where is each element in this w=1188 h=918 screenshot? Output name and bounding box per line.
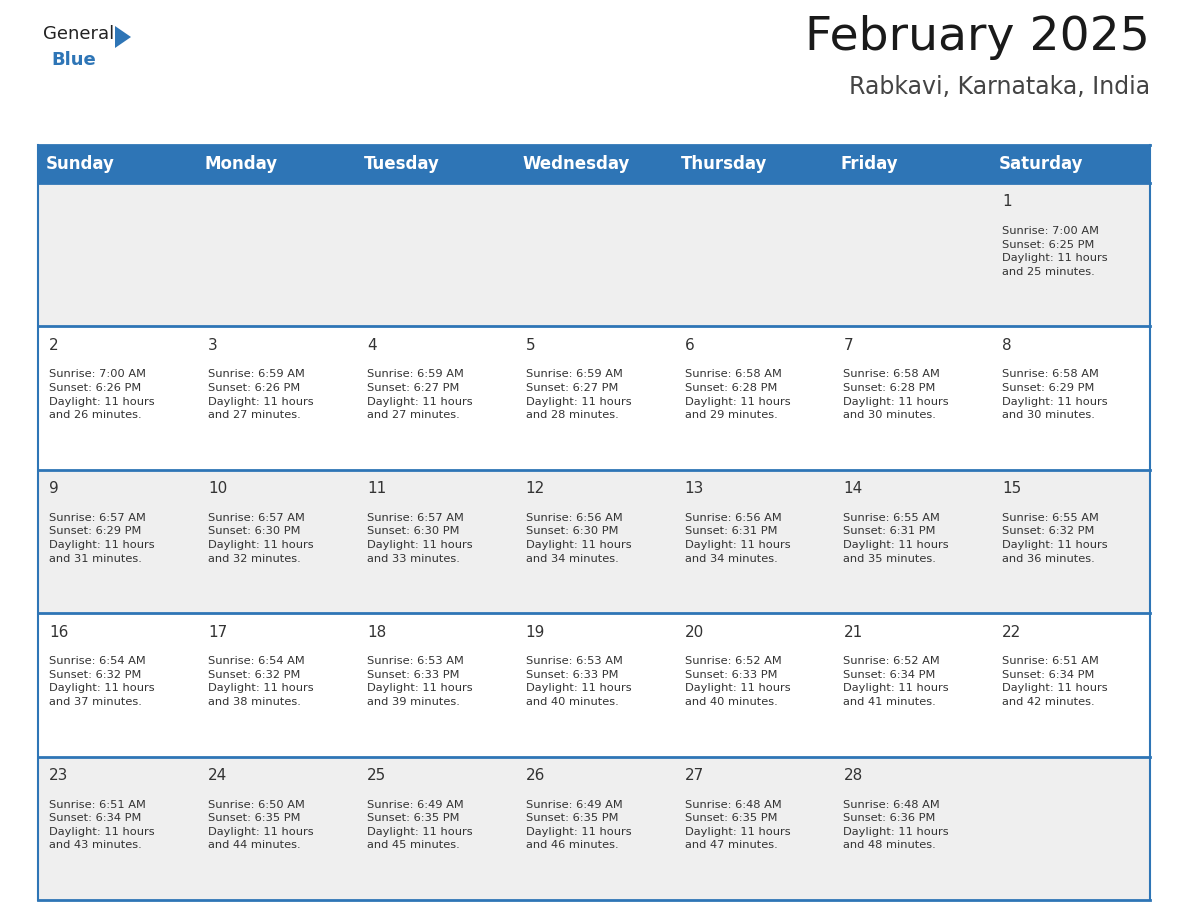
Text: Sunrise: 6:53 AM
Sunset: 6:33 PM
Daylight: 11 hours
and 40 minutes.: Sunrise: 6:53 AM Sunset: 6:33 PM Dayligh…: [526, 656, 631, 707]
Text: Wednesday: Wednesday: [523, 155, 630, 173]
Bar: [38, 145, 1150, 183]
Text: 24: 24: [208, 768, 227, 783]
Text: 8: 8: [1003, 338, 1012, 353]
Text: Friday: Friday: [840, 155, 898, 173]
Text: Sunrise: 6:54 AM
Sunset: 6:32 PM
Daylight: 11 hours
and 37 minutes.: Sunrise: 6:54 AM Sunset: 6:32 PM Dayligh…: [49, 656, 154, 707]
Text: General: General: [43, 25, 114, 43]
Text: 12: 12: [526, 481, 545, 497]
Text: 19: 19: [526, 624, 545, 640]
Text: Sunrise: 6:58 AM
Sunset: 6:29 PM
Daylight: 11 hours
and 30 minutes.: Sunrise: 6:58 AM Sunset: 6:29 PM Dayligh…: [1003, 369, 1108, 420]
Text: 5: 5: [526, 338, 536, 353]
Text: 14: 14: [843, 481, 862, 497]
Text: Sunrise: 6:48 AM
Sunset: 6:36 PM
Daylight: 11 hours
and 48 minutes.: Sunrise: 6:48 AM Sunset: 6:36 PM Dayligh…: [843, 800, 949, 850]
Text: Sunrise: 6:52 AM
Sunset: 6:34 PM
Daylight: 11 hours
and 41 minutes.: Sunrise: 6:52 AM Sunset: 6:34 PM Dayligh…: [843, 656, 949, 707]
Text: February 2025: February 2025: [805, 15, 1150, 60]
Polygon shape: [115, 26, 131, 48]
Text: 4: 4: [367, 338, 377, 353]
Text: Sunrise: 6:56 AM
Sunset: 6:30 PM
Daylight: 11 hours
and 34 minutes.: Sunrise: 6:56 AM Sunset: 6:30 PM Dayligh…: [526, 513, 631, 564]
Bar: [38, 327, 1150, 470]
Text: 20: 20: [684, 624, 703, 640]
Bar: [38, 756, 1150, 900]
Text: 3: 3: [208, 338, 217, 353]
Text: Sunrise: 6:58 AM
Sunset: 6:28 PM
Daylight: 11 hours
and 30 minutes.: Sunrise: 6:58 AM Sunset: 6:28 PM Dayligh…: [843, 369, 949, 420]
Text: 10: 10: [208, 481, 227, 497]
Text: Sunrise: 6:52 AM
Sunset: 6:33 PM
Daylight: 11 hours
and 40 minutes.: Sunrise: 6:52 AM Sunset: 6:33 PM Dayligh…: [684, 656, 790, 707]
Text: Saturday: Saturday: [999, 155, 1083, 173]
Text: Sunrise: 7:00 AM
Sunset: 6:26 PM
Daylight: 11 hours
and 26 minutes.: Sunrise: 7:00 AM Sunset: 6:26 PM Dayligh…: [49, 369, 154, 420]
Text: 16: 16: [49, 624, 69, 640]
Text: Sunrise: 6:59 AM
Sunset: 6:26 PM
Daylight: 11 hours
and 27 minutes.: Sunrise: 6:59 AM Sunset: 6:26 PM Dayligh…: [208, 369, 314, 420]
Text: Sunrise: 6:57 AM
Sunset: 6:30 PM
Daylight: 11 hours
and 33 minutes.: Sunrise: 6:57 AM Sunset: 6:30 PM Dayligh…: [367, 513, 473, 564]
Text: 13: 13: [684, 481, 704, 497]
Text: Sunrise: 6:54 AM
Sunset: 6:32 PM
Daylight: 11 hours
and 38 minutes.: Sunrise: 6:54 AM Sunset: 6:32 PM Dayligh…: [208, 656, 314, 707]
Text: 15: 15: [1003, 481, 1022, 497]
Bar: [38, 613, 1150, 756]
Text: 17: 17: [208, 624, 227, 640]
Text: Sunrise: 6:57 AM
Sunset: 6:30 PM
Daylight: 11 hours
and 32 minutes.: Sunrise: 6:57 AM Sunset: 6:30 PM Dayligh…: [208, 513, 314, 564]
Text: Rabkavi, Karnataka, India: Rabkavi, Karnataka, India: [849, 75, 1150, 99]
Text: Sunrise: 7:00 AM
Sunset: 6:25 PM
Daylight: 11 hours
and 25 minutes.: Sunrise: 7:00 AM Sunset: 6:25 PM Dayligh…: [1003, 226, 1108, 277]
Text: Sunrise: 6:48 AM
Sunset: 6:35 PM
Daylight: 11 hours
and 47 minutes.: Sunrise: 6:48 AM Sunset: 6:35 PM Dayligh…: [684, 800, 790, 850]
Text: 9: 9: [49, 481, 59, 497]
Text: 22: 22: [1003, 624, 1022, 640]
Text: 11: 11: [367, 481, 386, 497]
Text: 1: 1: [1003, 195, 1012, 209]
Text: 25: 25: [367, 768, 386, 783]
Text: Sunrise: 6:57 AM
Sunset: 6:29 PM
Daylight: 11 hours
and 31 minutes.: Sunrise: 6:57 AM Sunset: 6:29 PM Dayligh…: [49, 513, 154, 564]
Text: 18: 18: [367, 624, 386, 640]
Text: 23: 23: [49, 768, 69, 783]
Bar: [38, 183, 1150, 327]
Text: 27: 27: [684, 768, 703, 783]
Text: Sunrise: 6:50 AM
Sunset: 6:35 PM
Daylight: 11 hours
and 44 minutes.: Sunrise: 6:50 AM Sunset: 6:35 PM Dayligh…: [208, 800, 314, 850]
Text: Sunrise: 6:53 AM
Sunset: 6:33 PM
Daylight: 11 hours
and 39 minutes.: Sunrise: 6:53 AM Sunset: 6:33 PM Dayligh…: [367, 656, 473, 707]
Text: 2: 2: [49, 338, 58, 353]
Text: Monday: Monday: [204, 155, 278, 173]
Bar: [38, 470, 1150, 613]
Text: Sunrise: 6:55 AM
Sunset: 6:32 PM
Daylight: 11 hours
and 36 minutes.: Sunrise: 6:55 AM Sunset: 6:32 PM Dayligh…: [1003, 513, 1108, 564]
Text: Sunrise: 6:51 AM
Sunset: 6:34 PM
Daylight: 11 hours
and 43 minutes.: Sunrise: 6:51 AM Sunset: 6:34 PM Dayligh…: [49, 800, 154, 850]
Text: Sunrise: 6:55 AM
Sunset: 6:31 PM
Daylight: 11 hours
and 35 minutes.: Sunrise: 6:55 AM Sunset: 6:31 PM Dayligh…: [843, 513, 949, 564]
Text: Thursday: Thursday: [682, 155, 767, 173]
Text: 28: 28: [843, 768, 862, 783]
Text: 21: 21: [843, 624, 862, 640]
Text: Blue: Blue: [51, 51, 96, 69]
Text: 6: 6: [684, 338, 694, 353]
Text: Tuesday: Tuesday: [364, 155, 440, 173]
Text: Sunrise: 6:49 AM
Sunset: 6:35 PM
Daylight: 11 hours
and 46 minutes.: Sunrise: 6:49 AM Sunset: 6:35 PM Dayligh…: [526, 800, 631, 850]
Text: Sunrise: 6:59 AM
Sunset: 6:27 PM
Daylight: 11 hours
and 28 minutes.: Sunrise: 6:59 AM Sunset: 6:27 PM Dayligh…: [526, 369, 631, 420]
Text: Sunrise: 6:51 AM
Sunset: 6:34 PM
Daylight: 11 hours
and 42 minutes.: Sunrise: 6:51 AM Sunset: 6:34 PM Dayligh…: [1003, 656, 1108, 707]
Text: Sunday: Sunday: [46, 155, 115, 173]
Text: Sunrise: 6:59 AM
Sunset: 6:27 PM
Daylight: 11 hours
and 27 minutes.: Sunrise: 6:59 AM Sunset: 6:27 PM Dayligh…: [367, 369, 473, 420]
Text: Sunrise: 6:56 AM
Sunset: 6:31 PM
Daylight: 11 hours
and 34 minutes.: Sunrise: 6:56 AM Sunset: 6:31 PM Dayligh…: [684, 513, 790, 564]
Text: Sunrise: 6:49 AM
Sunset: 6:35 PM
Daylight: 11 hours
and 45 minutes.: Sunrise: 6:49 AM Sunset: 6:35 PM Dayligh…: [367, 800, 473, 850]
Text: Sunrise: 6:58 AM
Sunset: 6:28 PM
Daylight: 11 hours
and 29 minutes.: Sunrise: 6:58 AM Sunset: 6:28 PM Dayligh…: [684, 369, 790, 420]
Text: 7: 7: [843, 338, 853, 353]
Text: 26: 26: [526, 768, 545, 783]
